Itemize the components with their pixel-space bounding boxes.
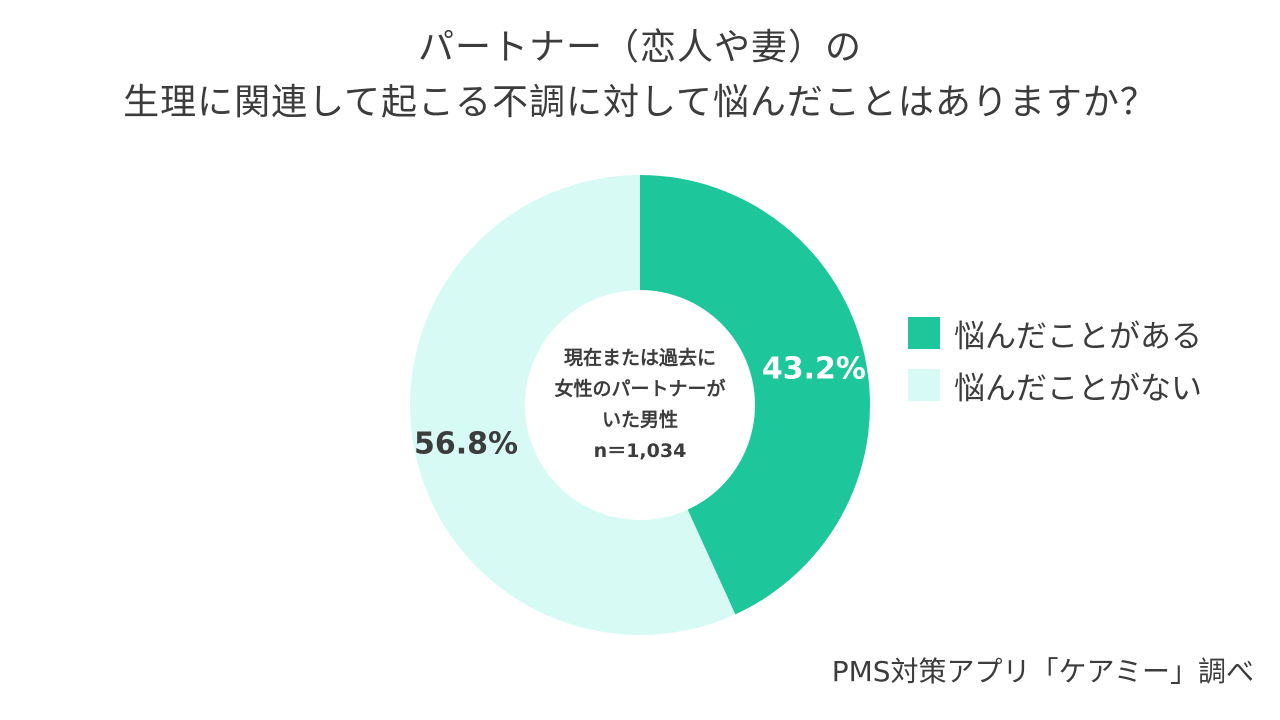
center-label-line-2: 女性のパートナーが — [554, 377, 725, 400]
legend-swatch-no — [908, 369, 940, 401]
chart-legend: 悩んだことがある 悩んだことがない — [908, 314, 1202, 418]
data-label-no: 56.8% — [414, 427, 518, 462]
source-note: PMS対策アプリ「ケアミー」調べ — [831, 655, 1254, 688]
legend-label-yes: 悩んだことがある — [954, 318, 1202, 355]
center-label-line-3: いた男性 — [602, 408, 678, 431]
chart-title-line-2: 生理に関連して起こる不調に対して悩んだことはありますか？ — [123, 82, 1157, 123]
legend-item-no: 悩んだことがない — [908, 366, 1202, 407]
center-label-line-4: n＝1,034 — [594, 440, 687, 462]
legend-swatch-yes — [908, 317, 940, 349]
center-label-line-1: 現在または過去に — [564, 346, 716, 369]
chart-title-line-1: パートナー（恋人や妻）の — [417, 27, 862, 68]
data-label-yes: 43.2% — [762, 351, 866, 386]
donut-hole — [525, 290, 755, 520]
legend-label-no: 悩んだことがない — [954, 370, 1202, 407]
legend-item-yes: 悩んだことがある — [908, 314, 1202, 355]
donut-chart: 現在または過去に 女性のパートナーが いた男性 n＝1,034 43.2% 56.… — [409, 175, 870, 635]
